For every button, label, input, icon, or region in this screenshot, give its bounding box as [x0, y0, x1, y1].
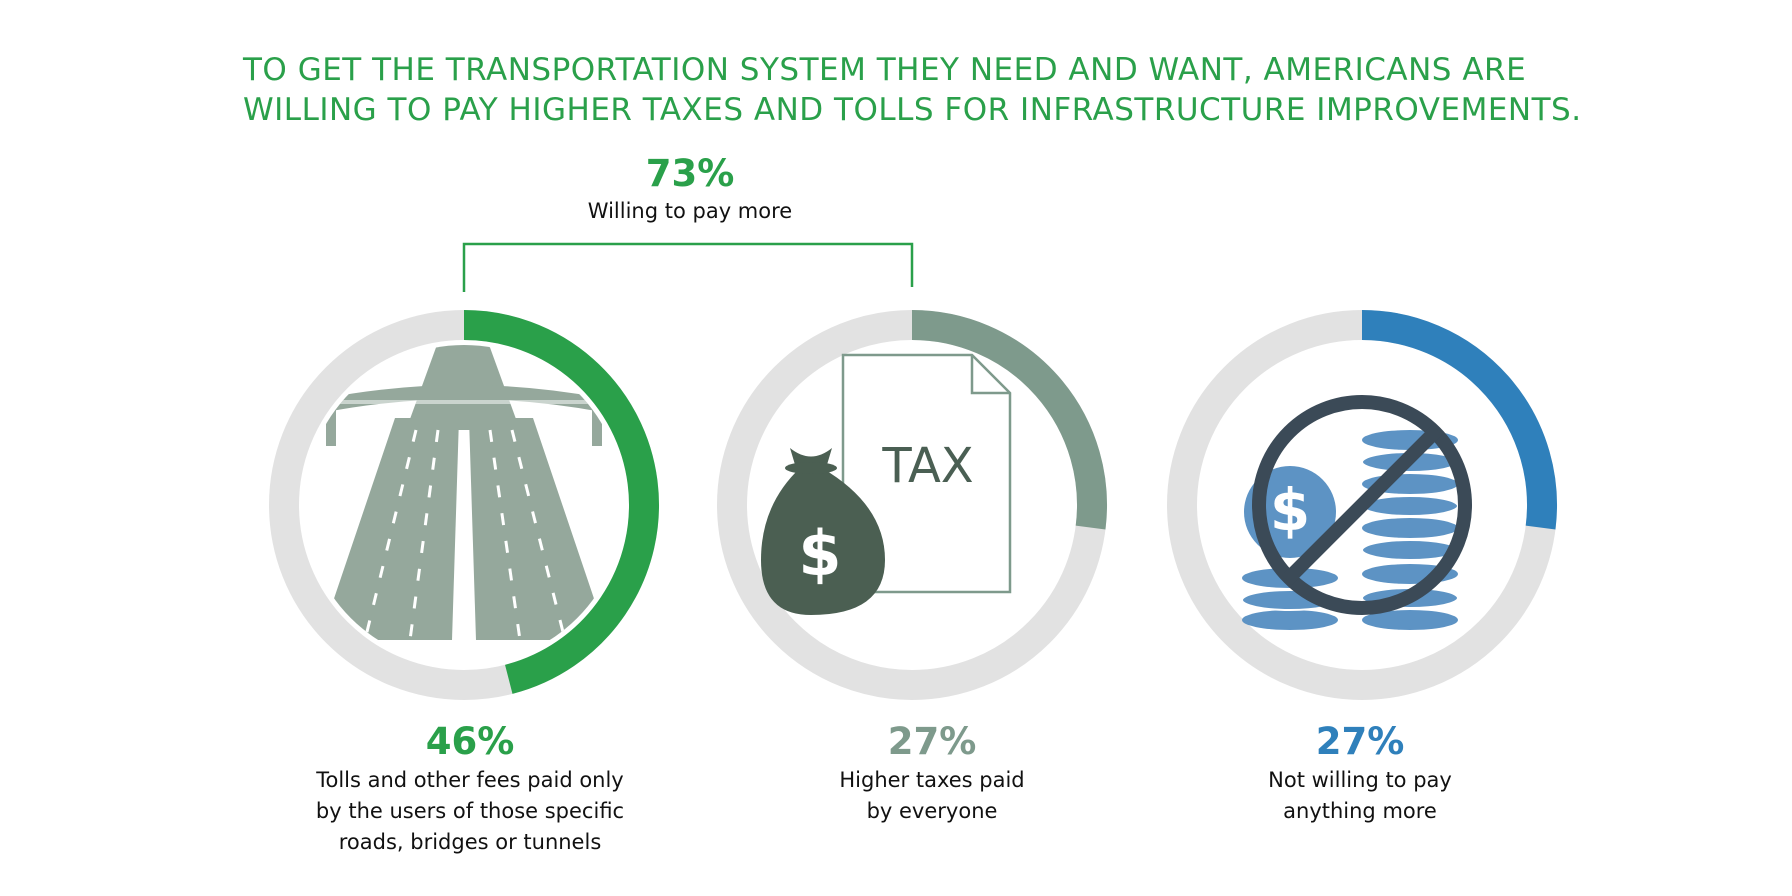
- svg-text:$: $: [1270, 476, 1310, 544]
- series-1-value: 46%: [425, 720, 515, 763]
- series-2-label: Higher taxes paid by everyone: [782, 765, 1082, 827]
- title-line-2: WILLING TO PAY HIGHER TAXES AND TOLLS FO…: [243, 92, 1582, 128]
- tax-document-text: TAX: [881, 438, 973, 494]
- series-3-label: Not willing to pay anything more: [1210, 765, 1510, 827]
- donut-arc-1: [463, 310, 659, 694]
- highway-icon: [320, 345, 608, 641]
- donut-arc-3: [1361, 310, 1557, 530]
- series-3-label-line-2: anything more: [1283, 799, 1437, 823]
- series-2-value: 27%: [887, 720, 977, 763]
- group-bracket: [462, 242, 914, 292]
- donut-arc-2: [911, 310, 1107, 530]
- series-3-label-line-1: Not willing to pay: [1268, 768, 1452, 792]
- series-2-label-line-2: by everyone: [866, 799, 998, 823]
- donut-rings: [269, 310, 1557, 700]
- series-1-label-line-3: roads, bridges or tunnels: [338, 830, 602, 854]
- title-line-1: TO GET THE TRANSPORTATION SYSTEM THEY NE…: [243, 52, 1527, 88]
- no-money-icon: $: [1241, 395, 1472, 630]
- chart-title: TO GET THE TRANSPORTATION SYSTEM THEY NE…: [243, 50, 1703, 130]
- series-2-label-line-1: Higher taxes paid: [839, 768, 1025, 792]
- group-value: 73%: [645, 152, 735, 195]
- series-1-label-line-1: Tolls and other fees paid only: [316, 768, 624, 792]
- series-3-value: 27%: [1315, 720, 1405, 763]
- series-1-label-line-2: by the users of those specific: [315, 799, 625, 823]
- group-label: Willing to pay more: [587, 199, 793, 223]
- svg-text:$: $: [798, 517, 841, 590]
- series-1-label: Tolls and other fees paid only by the us…: [270, 765, 670, 858]
- money-bag-tax-icon: TAX $: [761, 353, 1012, 615]
